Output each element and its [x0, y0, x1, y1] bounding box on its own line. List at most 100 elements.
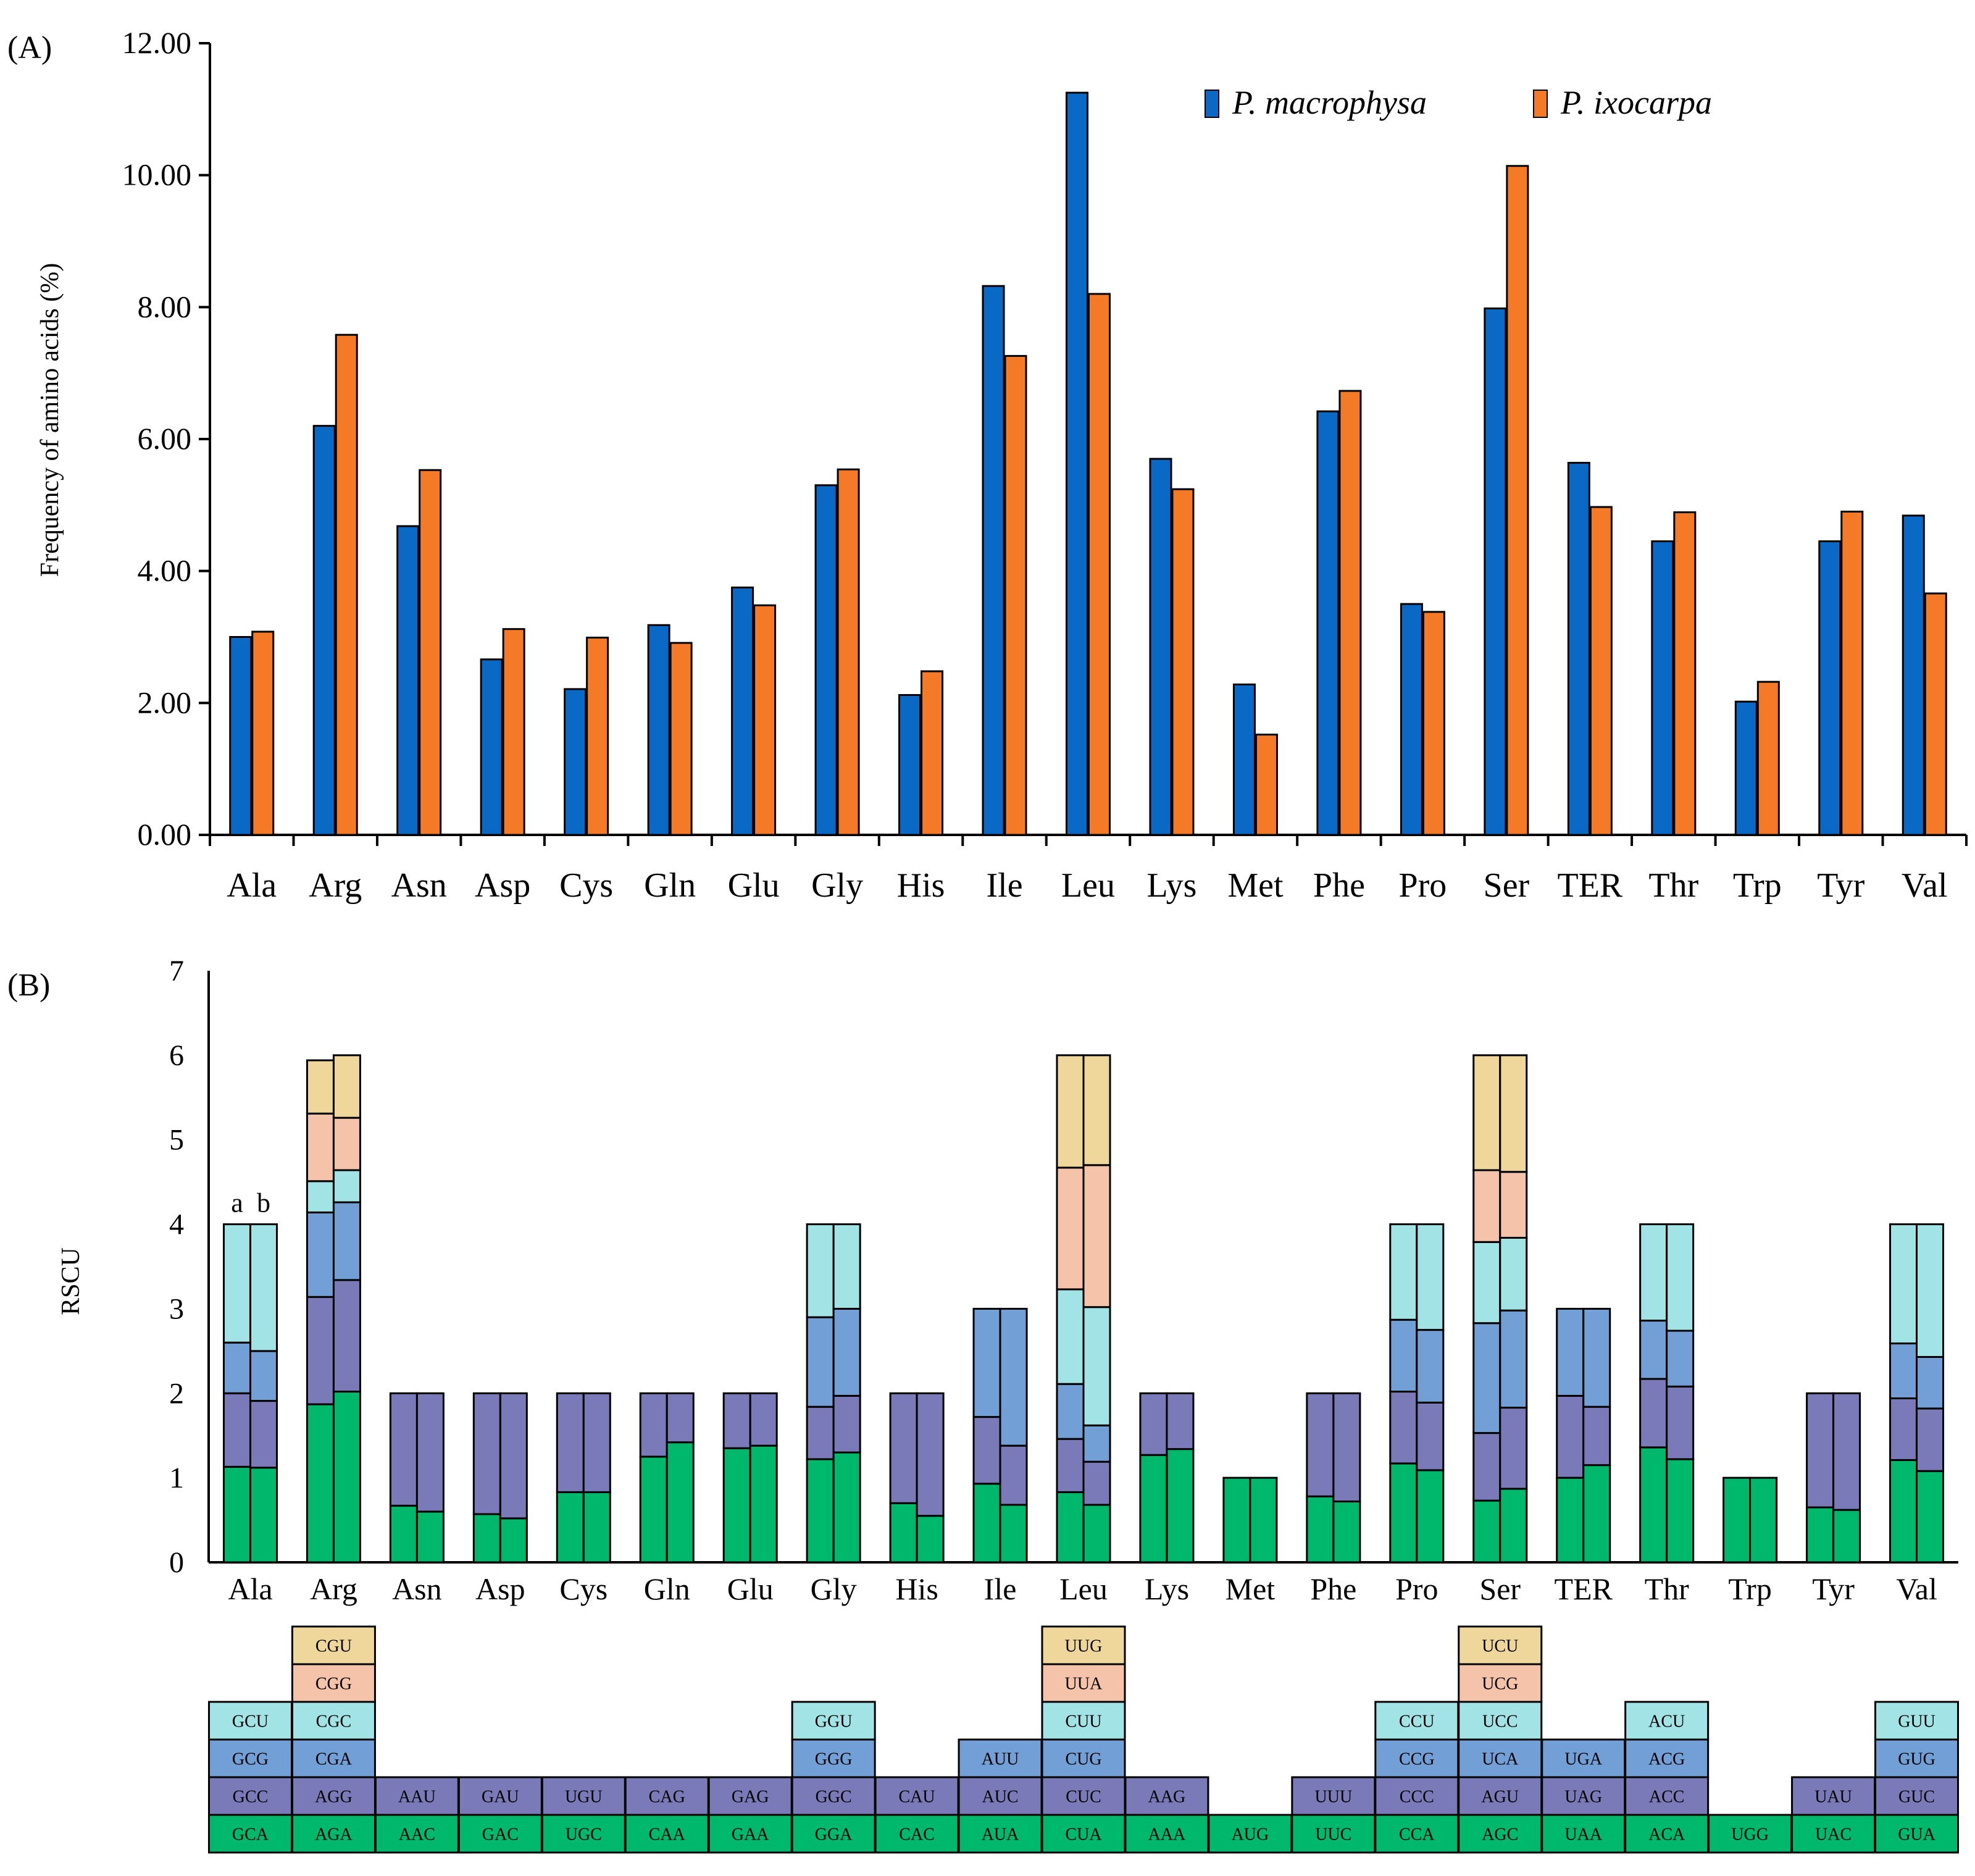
codon-cell	[374, 1776, 459, 1816]
b-stack-segment	[806, 1458, 835, 1564]
b-stack-segment	[415, 1510, 445, 1564]
b-stack-segment	[306, 1296, 335, 1405]
b-stack-segment	[332, 1054, 361, 1119]
a-bar-macrophysa	[982, 285, 1005, 836]
codon-label: AAC	[399, 1825, 435, 1845]
b-stack-segment	[556, 1491, 585, 1564]
b-stack-segment	[832, 1394, 861, 1454]
a-bar-ixocarpa	[1924, 592, 1947, 836]
codon-label: ACG	[1648, 1750, 1685, 1769]
a-bar-macrophysa	[1149, 458, 1172, 836]
codon-label: GCC	[233, 1788, 269, 1807]
codon-cell	[958, 1776, 1043, 1816]
codon-label: CUA	[1065, 1825, 1102, 1845]
b-bar-label: a	[231, 1188, 243, 1218]
b-stack-segment	[749, 1392, 778, 1447]
codon-label: GCA	[232, 1825, 269, 1845]
a-bar-ixocarpa	[1673, 511, 1697, 836]
b-x-tick-label: Met	[1226, 1572, 1276, 1606]
b-x-tick-label: Arg	[310, 1572, 357, 1606]
panel-a-legend: P. macrophysa P. ixocarpa	[1205, 84, 1712, 121]
b-stack-segment	[1222, 1476, 1251, 1564]
codon-label: CAG	[649, 1788, 685, 1807]
panel-a-label: (A)	[7, 30, 52, 65]
b-bar-label: b	[257, 1188, 270, 1218]
b-stack-segment	[722, 1447, 751, 1564]
codon-label: GUU	[1898, 1712, 1935, 1732]
b-stack-segment	[999, 1444, 1028, 1506]
codon-cell	[1541, 1738, 1626, 1778]
a-bar-ixocarpa	[1171, 488, 1195, 836]
a-y-tick-label: 0.00	[138, 817, 192, 852]
codon-label: AGC	[1482, 1825, 1518, 1845]
b-stack-segment	[1082, 1054, 1111, 1166]
codon-cell	[1624, 1701, 1710, 1741]
a-bar-ixocarpa	[502, 628, 525, 836]
b-stack-segment	[1499, 1236, 1528, 1312]
legend-label-ixocarpa: P. ixocarpa	[1560, 84, 1712, 121]
a-bar-macrophysa	[1066, 91, 1088, 836]
b-stack-segment	[306, 1180, 335, 1213]
b-stack-segment	[972, 1483, 1001, 1564]
b-x-tick-label: Tyr	[1812, 1572, 1855, 1606]
b-stack-segment	[1749, 1476, 1778, 1564]
codon-cell	[1374, 1814, 1459, 1854]
b-stack-segment	[1472, 1169, 1501, 1243]
b-stack-segment	[332, 1116, 361, 1171]
b-stack-segment	[1722, 1476, 1752, 1564]
a-x-tick-label: Val	[1902, 866, 1948, 905]
b-stack-segment	[1582, 1464, 1611, 1564]
b-stack-segment	[222, 1392, 251, 1468]
codon-table: GCA GCC GCG GCU AGA AGG CGA CGC CGG CGU AAC AAU GAC G…	[207, 1625, 1960, 1854]
b-x-tick-label: Asn	[392, 1572, 442, 1606]
codon-label: UCG	[1482, 1675, 1518, 1694]
b-y-tick-label: 2	[169, 1377, 184, 1410]
codon-label: CGA	[315, 1750, 353, 1769]
b-stack-segment	[249, 1223, 278, 1352]
b-stack-segment	[1416, 1329, 1445, 1404]
panel-b-ylabel: RSCU	[57, 1247, 85, 1315]
a-x-tick-label: Phe	[1313, 866, 1365, 905]
codon-label: GCG	[232, 1750, 269, 1769]
b-stack-segment	[1389, 1462, 1418, 1564]
b-stack-segment	[1556, 1476, 1585, 1564]
a-bar-ixocarpa	[1088, 293, 1111, 836]
b-stack-segment	[1889, 1223, 1918, 1345]
codon-cell	[374, 1814, 459, 1854]
b-stack-segment	[1832, 1509, 1861, 1564]
b-stack-segment	[916, 1515, 945, 1564]
codon-cell	[1041, 1625, 1126, 1665]
a-x-tick-label: Met	[1227, 866, 1284, 905]
a-x-tick-label: Ser	[1484, 866, 1530, 905]
codon-cell	[1624, 1776, 1710, 1816]
codon-label: UGU	[565, 1788, 603, 1807]
codon-cell	[1874, 1776, 1960, 1816]
b-x-tick-label: Val	[1896, 1572, 1937, 1606]
b-stack-segment	[1639, 1223, 1668, 1322]
a-y-tick-label: 4.00	[138, 553, 192, 588]
b-stack-segment	[1556, 1307, 1585, 1397]
codon-label: CGU	[315, 1637, 352, 1656]
b-stack-segment	[1249, 1476, 1278, 1564]
b-x-tick-label: Ala	[228, 1572, 272, 1606]
b-stack-segment	[972, 1307, 1001, 1418]
b-stack-segment	[332, 1201, 361, 1281]
b-stack-segment	[1139, 1454, 1168, 1564]
b-stack-segment	[1056, 1054, 1085, 1169]
codon-cell	[1291, 1776, 1376, 1816]
b-stack-segment	[1056, 1166, 1085, 1291]
codon-cell	[1708, 1814, 1793, 1854]
codon-label: CAU	[899, 1788, 935, 1807]
b-stack-segment	[1889, 1342, 1918, 1399]
codon-label: CCA	[1399, 1825, 1435, 1845]
codon-label: AGG	[315, 1788, 353, 1807]
b-stack-segment	[306, 1211, 335, 1298]
codon-label: CCC	[1400, 1788, 1434, 1807]
b-stack-segment	[1082, 1424, 1111, 1463]
a-y-tick-label: 8.00	[138, 289, 192, 324]
a-x-tick-label: Asn	[391, 866, 447, 905]
b-stack-segment	[1556, 1394, 1585, 1479]
b-stack-segment	[1389, 1318, 1418, 1393]
codon-label: GGA	[815, 1825, 853, 1845]
codon-label: GUG	[1898, 1750, 1935, 1769]
